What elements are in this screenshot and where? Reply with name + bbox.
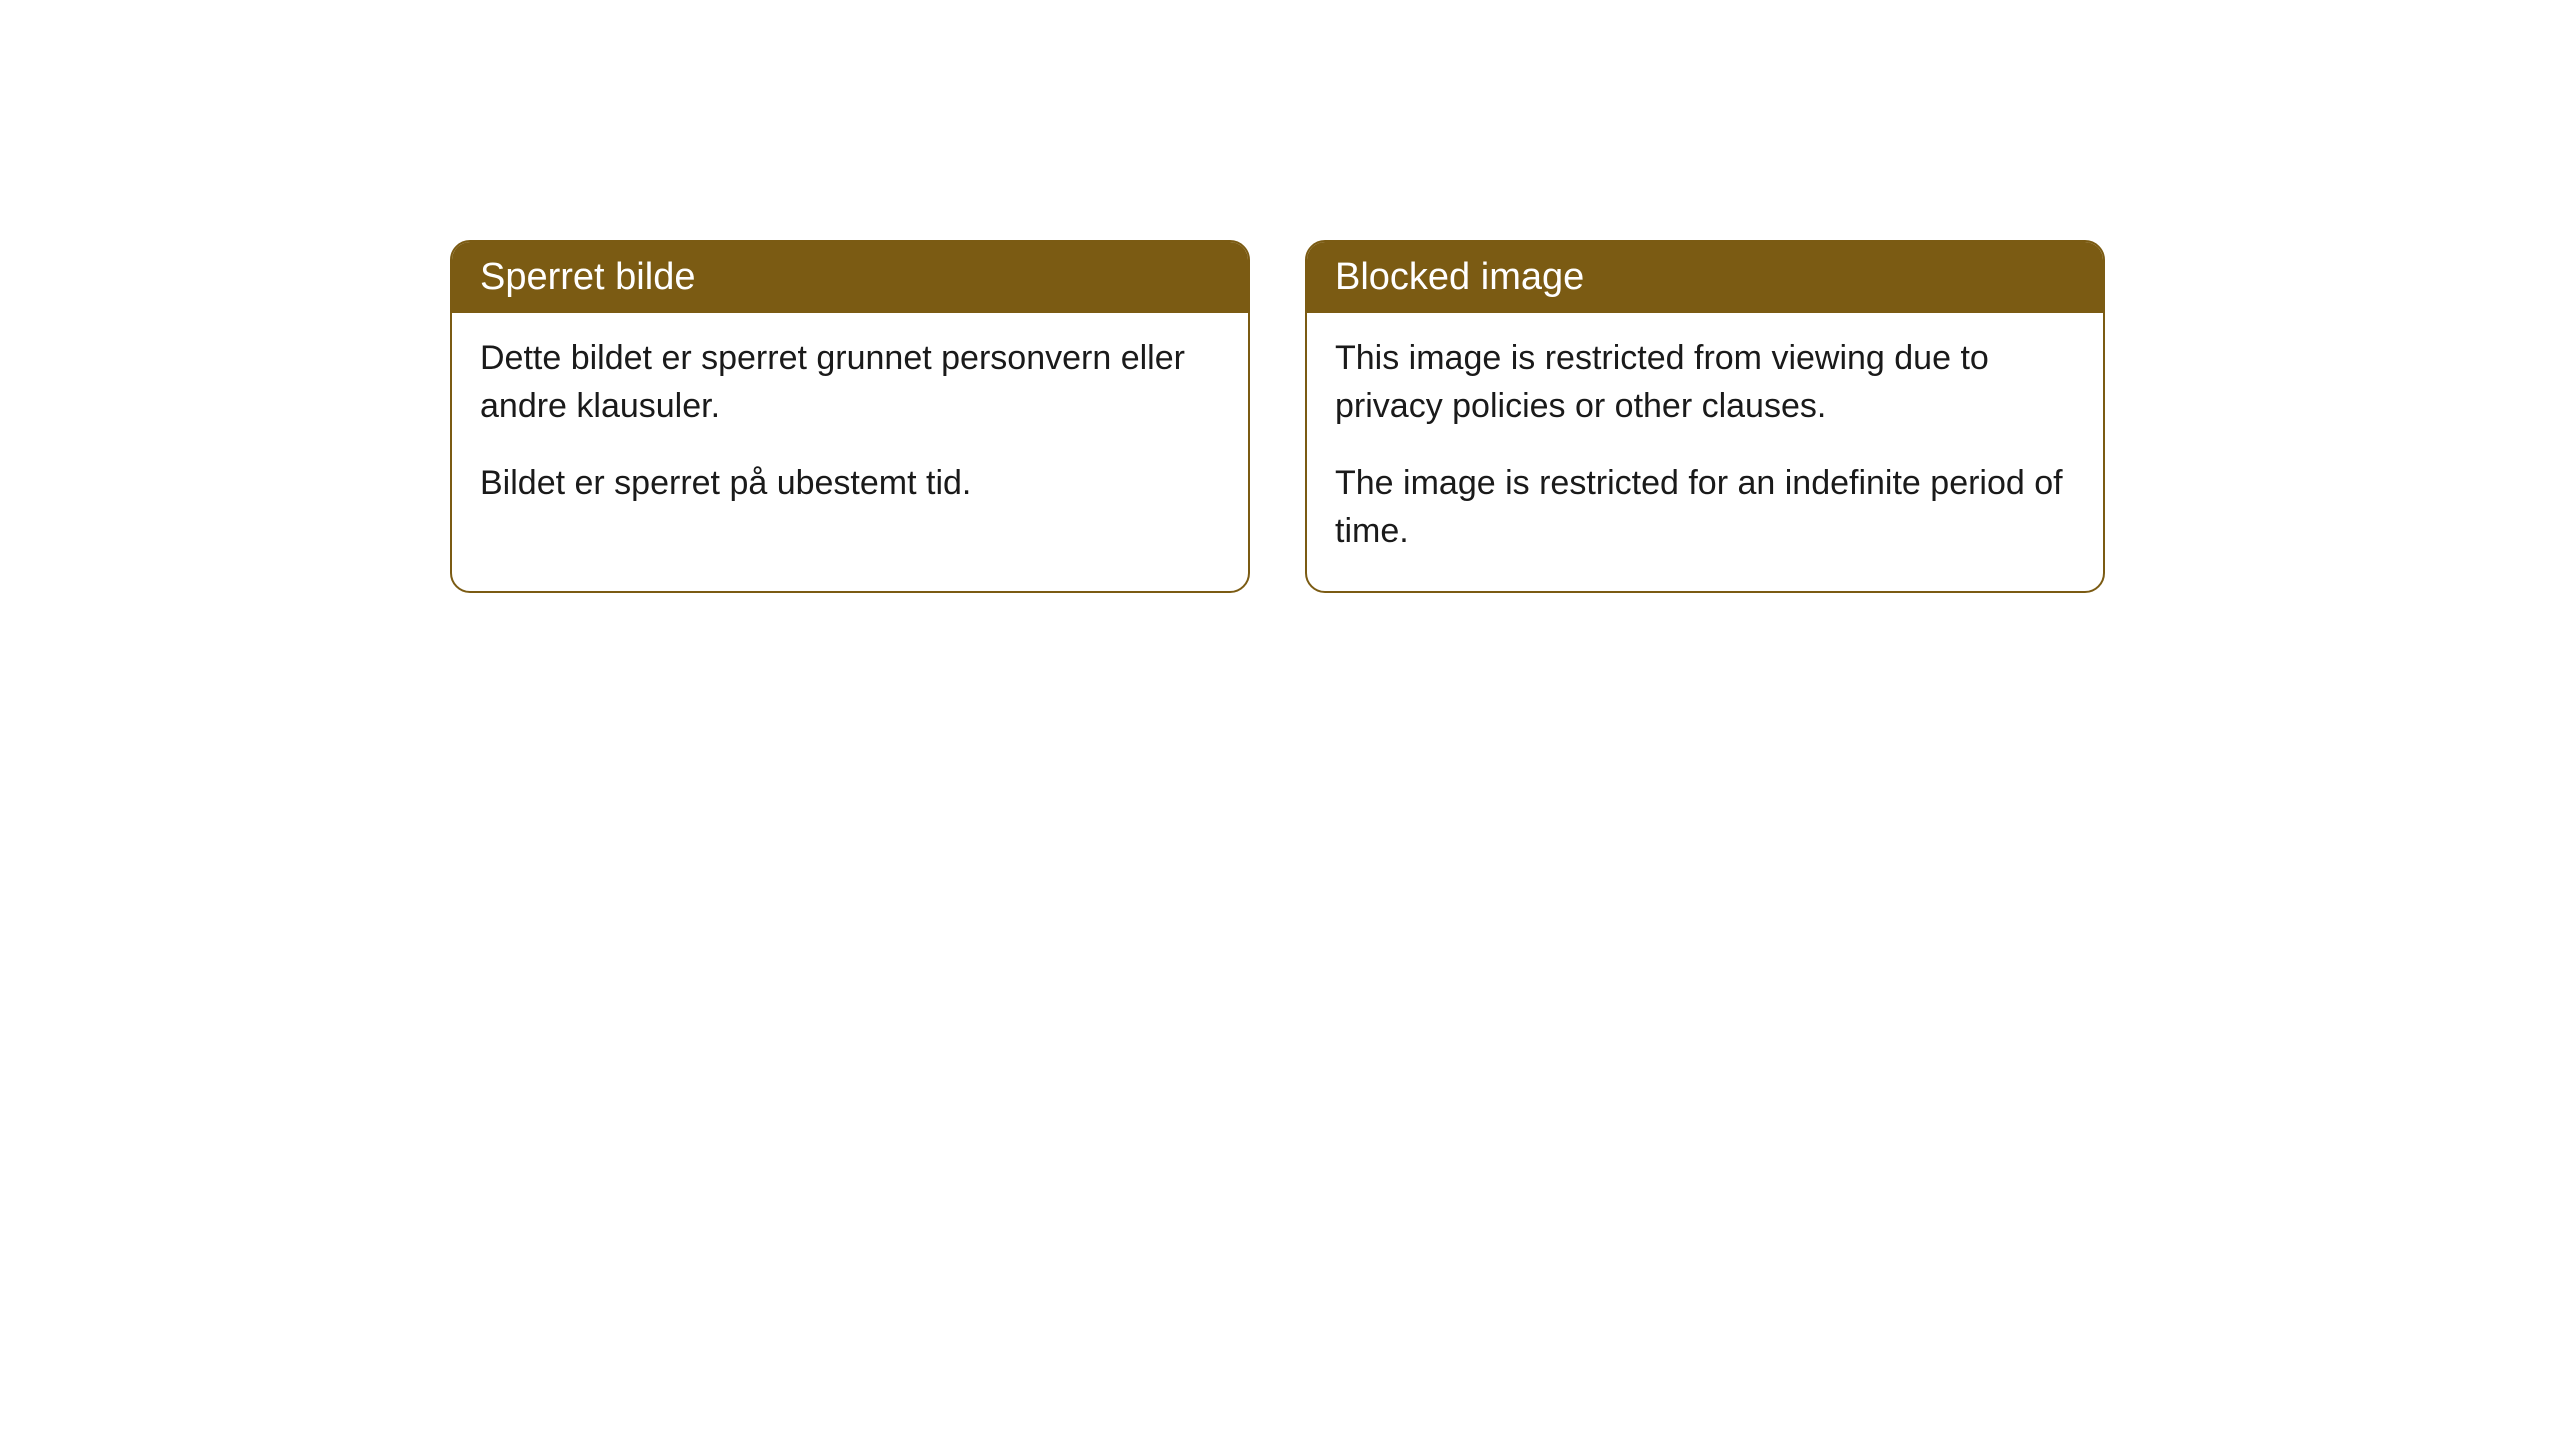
blocked-image-card-no: Sperret bilde Dette bildet er sperret gr… xyxy=(450,240,1250,593)
card-body-en: This image is restricted from viewing du… xyxy=(1307,313,2103,591)
card-body-no: Dette bildet er sperret grunnet personve… xyxy=(452,313,1248,544)
blocked-image-card-en: Blocked image This image is restricted f… xyxy=(1305,240,2105,593)
card-header-no: Sperret bilde xyxy=(452,242,1248,313)
notice-cards-container: Sperret bilde Dette bildet er sperret gr… xyxy=(450,240,2560,593)
card-text-en-2: The image is restricted for an indefinit… xyxy=(1335,460,2075,555)
card-text-no-1: Dette bildet er sperret grunnet personve… xyxy=(480,335,1220,430)
card-text-en-1: This image is restricted from viewing du… xyxy=(1335,335,2075,430)
card-header-en: Blocked image xyxy=(1307,242,2103,313)
card-text-no-2: Bildet er sperret på ubestemt tid. xyxy=(480,460,1220,508)
